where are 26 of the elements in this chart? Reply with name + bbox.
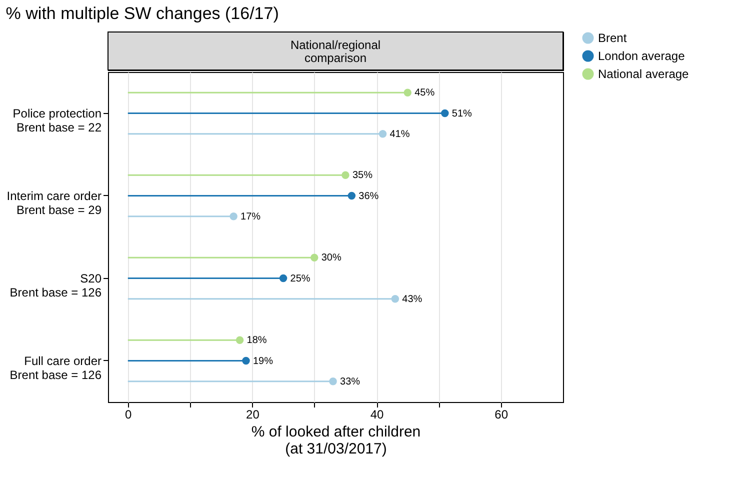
data-label: 25%	[290, 273, 310, 284]
data-label: 36%	[358, 190, 379, 202]
data-label: 35%	[352, 170, 373, 182]
y-tick-label: Full care order Brent base = 126	[10, 354, 102, 382]
y-tick-label: S20 Brent base = 126	[10, 271, 102, 300]
data-label: 41%	[390, 128, 410, 140]
legend-label: London average	[598, 49, 686, 63]
data-label: 43%	[402, 294, 422, 305]
x-tick-label: 20	[246, 408, 260, 422]
legend-label: Brent	[598, 31, 628, 45]
legend-label: National average	[598, 67, 690, 81]
x-axis-title: % of looked after children (at 31/03/2017)	[251, 424, 421, 458]
x-tick-label: 0	[125, 408, 132, 422]
chart-title: % with multiple SW changes (16/17)	[6, 4, 279, 23]
x-tick-label: 40	[370, 408, 384, 422]
x-tick-label: 60	[494, 408, 508, 422]
data-label: 45%	[414, 88, 435, 99]
data-label: 30%	[321, 252, 342, 264]
data-label: 18%	[246, 335, 267, 346]
data-label: 51%	[452, 108, 472, 120]
y-tick-label: Police protection Brent base = 22	[12, 106, 102, 134]
data-label: 19%	[252, 356, 274, 367]
data-label: 17%	[240, 211, 261, 222]
data-label: 33%	[340, 376, 360, 388]
y-tick-label: Interim care order Brent base = 29	[6, 188, 102, 217]
chart-subtitle: National/regional comparison	[290, 38, 381, 65]
